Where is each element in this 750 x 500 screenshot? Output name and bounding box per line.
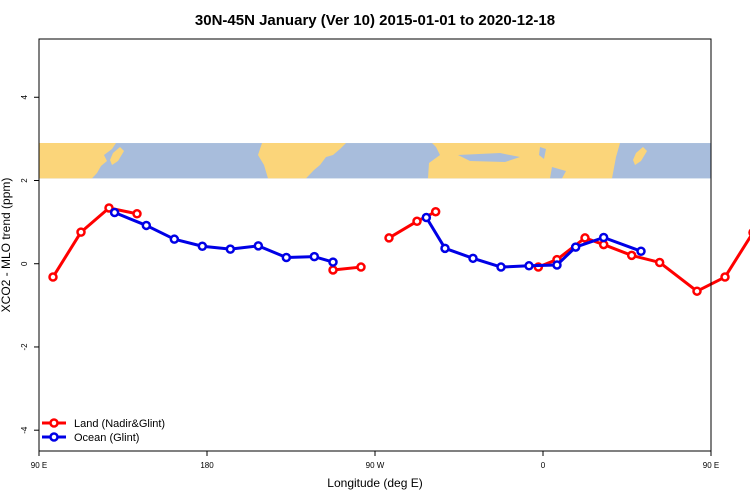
map-landmass	[39, 143, 116, 179]
x-axis: 90 E 180 90 W 0 90 E	[31, 451, 719, 470]
data-point	[281, 252, 292, 263]
data-point	[197, 241, 208, 251]
legend-marker	[49, 432, 59, 442]
series-line	[51, 206, 138, 278]
data-point	[141, 220, 152, 231]
map-landmass	[458, 153, 520, 163]
data-point	[421, 212, 432, 223]
series-ocean	[109, 207, 646, 272]
series-layer	[48, 203, 750, 296]
data-point	[132, 209, 142, 219]
legend-label: Ocean (Glint)	[74, 432, 139, 444]
data-point	[552, 260, 562, 270]
x-axis-label: Longitude (deg E)	[327, 476, 422, 490]
data-point	[598, 232, 609, 243]
data-point	[720, 272, 730, 282]
y-axis: -4 -2 0 2 4	[20, 94, 39, 434]
series-line	[425, 216, 642, 269]
y-tick-label: 0	[20, 261, 29, 266]
data-point	[580, 233, 590, 243]
data-point	[225, 244, 236, 254]
plot-frame	[38, 38, 712, 452]
data-point	[440, 243, 450, 254]
data-point	[626, 250, 637, 261]
x-tick-label: 90 E	[703, 461, 719, 470]
data-point	[169, 234, 180, 244]
legend-marker	[49, 418, 59, 428]
data-point	[654, 257, 665, 268]
map-landmass	[539, 147, 546, 160]
x-tick-label: 180	[200, 461, 214, 470]
data-point	[570, 242, 581, 252]
y-axis-label: XCO2 - MLO trend (ppm)	[0, 178, 13, 313]
data-point	[524, 261, 534, 271]
data-point	[384, 233, 394, 243]
data-point	[692, 286, 702, 296]
data-point	[328, 257, 338, 267]
data-point	[496, 262, 506, 272]
data-point	[104, 203, 114, 213]
y-tick-label: -2	[20, 343, 29, 351]
y-tick-label: 4	[20, 94, 29, 99]
map-landmass	[428, 143, 620, 179]
legend: Land (Nadir&Glint) Ocean (Glint)	[42, 418, 165, 444]
data-point	[109, 207, 120, 218]
data-point	[309, 251, 320, 262]
map-landmass	[110, 147, 124, 166]
data-point	[48, 272, 58, 282]
chart-title: 30N-45N January (Ver 10) 2015-01-01 to 2…	[195, 12, 555, 29]
x-tick-label: 90 E	[31, 461, 47, 470]
data-point	[253, 241, 264, 251]
x-tick-label: 90 W	[366, 461, 385, 470]
map-strip	[39, 143, 711, 179]
map-landmass	[550, 167, 566, 179]
data-point	[412, 216, 422, 227]
series-line	[114, 211, 334, 264]
y-tick-label: 2	[20, 178, 29, 183]
data-point	[356, 262, 366, 272]
data-point	[468, 253, 478, 264]
data-point	[430, 206, 441, 217]
map-landmass	[633, 147, 647, 166]
map-landmass	[258, 143, 346, 179]
data-point	[76, 227, 86, 237]
legend-label: Land (Nadir&Glint)	[74, 418, 165, 430]
data-point	[636, 246, 646, 256]
y-tick-label: -4	[20, 426, 29, 434]
x-tick-label: 0	[541, 461, 546, 470]
data-point	[328, 265, 338, 275]
